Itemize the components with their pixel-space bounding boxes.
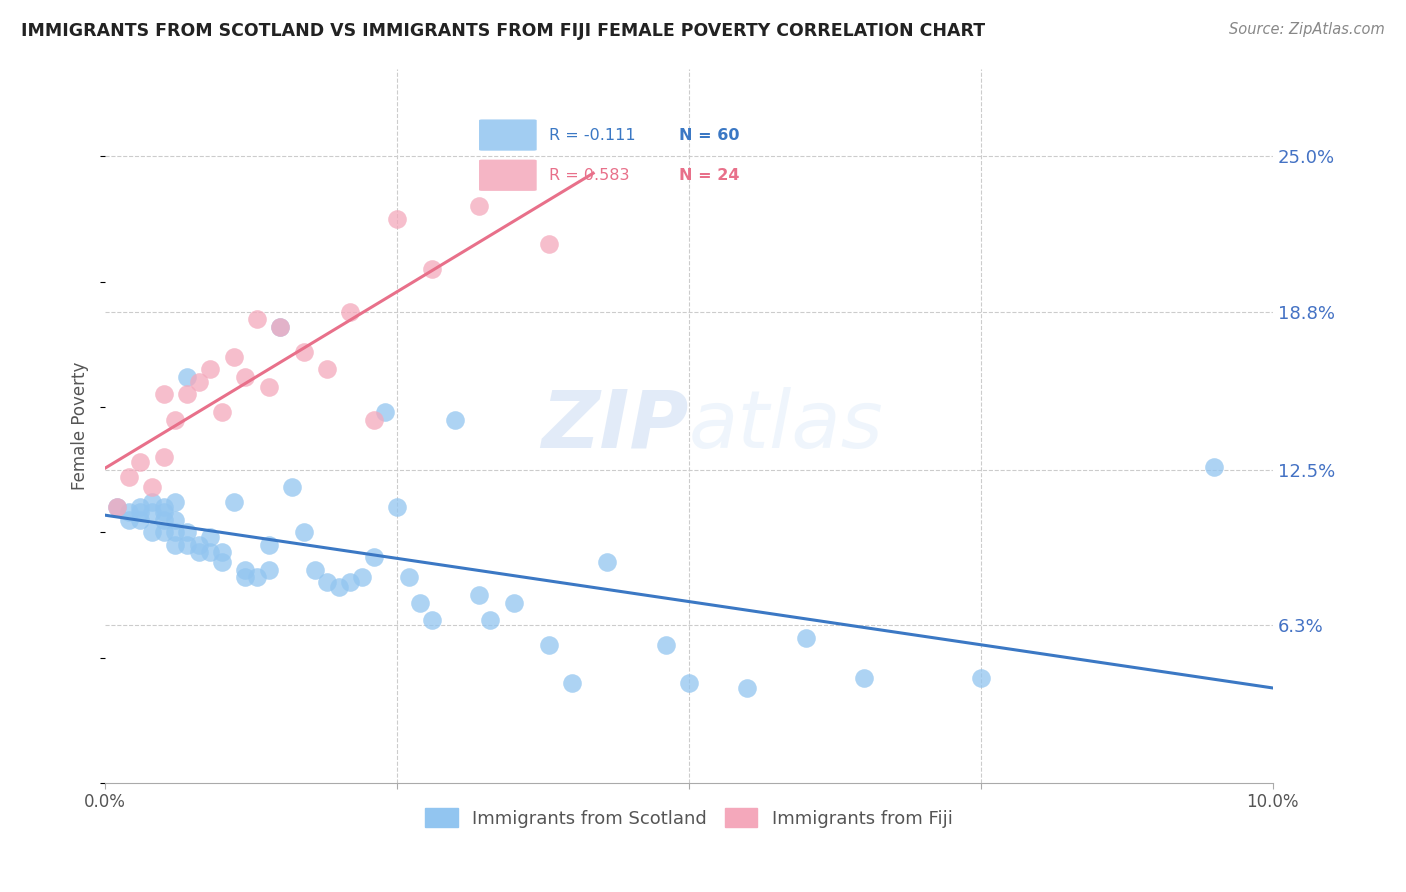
Point — [152, 513, 174, 527]
Point — [502, 595, 524, 609]
Point — [257, 380, 280, 394]
Point — [420, 613, 443, 627]
Point — [328, 581, 350, 595]
Point — [269, 319, 291, 334]
Point — [385, 211, 408, 226]
Point — [970, 671, 993, 685]
Point — [141, 525, 163, 540]
Point — [176, 387, 198, 401]
Text: ZIP: ZIP — [541, 387, 689, 465]
Point — [165, 513, 187, 527]
Point — [187, 375, 209, 389]
Point — [105, 500, 128, 515]
Point — [537, 237, 560, 252]
Point — [339, 575, 361, 590]
Point — [222, 350, 245, 364]
Point — [117, 470, 139, 484]
Point — [246, 312, 269, 326]
Point — [222, 495, 245, 509]
Text: atlas: atlas — [689, 387, 884, 465]
Point — [141, 495, 163, 509]
Point — [200, 362, 222, 376]
Point — [537, 638, 560, 652]
Point — [420, 262, 443, 277]
Point — [794, 631, 817, 645]
Point — [737, 681, 759, 695]
Point — [176, 370, 198, 384]
Point — [152, 525, 174, 540]
Point — [152, 500, 174, 515]
Point — [304, 563, 326, 577]
Point — [246, 570, 269, 584]
Point — [233, 563, 256, 577]
Point — [398, 570, 420, 584]
Point — [363, 412, 385, 426]
Text: Source: ZipAtlas.com: Source: ZipAtlas.com — [1229, 22, 1385, 37]
Point — [117, 505, 139, 519]
Point — [385, 500, 408, 515]
Point — [479, 613, 502, 627]
Point — [129, 500, 152, 515]
Point — [129, 505, 152, 519]
Point — [257, 563, 280, 577]
Point — [141, 505, 163, 519]
Point — [187, 545, 209, 559]
Point — [165, 525, 187, 540]
Point — [281, 480, 304, 494]
Point — [292, 525, 315, 540]
Point — [292, 344, 315, 359]
Point — [211, 545, 233, 559]
Point — [129, 455, 152, 469]
Point — [468, 588, 491, 602]
Point — [187, 538, 209, 552]
Point — [374, 405, 396, 419]
Point — [678, 675, 700, 690]
Point — [105, 500, 128, 515]
Point — [468, 199, 491, 213]
Point — [176, 538, 198, 552]
Point — [596, 556, 619, 570]
Point — [233, 370, 256, 384]
Text: IMMIGRANTS FROM SCOTLAND VS IMMIGRANTS FROM FIJI FEMALE POVERTY CORRELATION CHAR: IMMIGRANTS FROM SCOTLAND VS IMMIGRANTS F… — [21, 22, 986, 40]
Point — [211, 556, 233, 570]
Point — [654, 638, 676, 652]
Point — [352, 570, 374, 584]
Point — [257, 538, 280, 552]
Y-axis label: Female Poverty: Female Poverty — [72, 361, 89, 490]
Point — [269, 319, 291, 334]
Point — [316, 362, 339, 376]
Point — [200, 545, 222, 559]
Point — [152, 387, 174, 401]
Point — [233, 570, 256, 584]
Point — [165, 495, 187, 509]
Point — [316, 575, 339, 590]
Point — [1204, 460, 1226, 475]
Point — [444, 412, 467, 426]
Point — [211, 405, 233, 419]
Point — [152, 450, 174, 464]
Point — [853, 671, 876, 685]
Point — [129, 513, 152, 527]
Point — [152, 505, 174, 519]
Point — [165, 412, 187, 426]
Point — [117, 513, 139, 527]
Point — [561, 675, 583, 690]
Point — [176, 525, 198, 540]
Point — [409, 595, 432, 609]
Point — [165, 538, 187, 552]
Point — [363, 550, 385, 565]
Point — [200, 530, 222, 544]
Legend: Immigrants from Scotland, Immigrants from Fiji: Immigrants from Scotland, Immigrants fro… — [418, 801, 960, 835]
Point — [339, 304, 361, 318]
Point — [141, 480, 163, 494]
